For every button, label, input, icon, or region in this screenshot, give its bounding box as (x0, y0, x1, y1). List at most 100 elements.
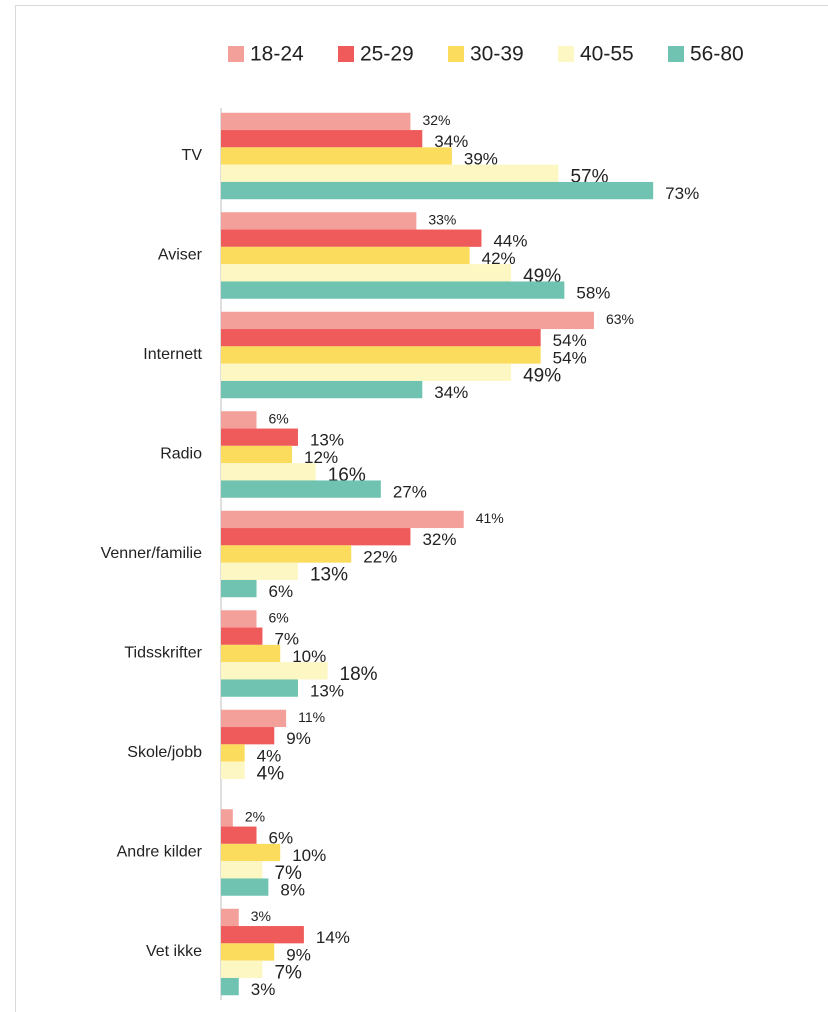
bar (221, 644, 281, 663)
bar (221, 346, 541, 364)
bar (221, 329, 541, 347)
value-label: 6% (269, 610, 289, 626)
value-label: 10% (292, 846, 326, 865)
bar (221, 264, 512, 282)
legend-swatch (228, 46, 244, 62)
legend-swatch (668, 46, 684, 62)
legend-label: 40-55 (580, 43, 634, 66)
value-label: 14% (316, 928, 350, 947)
bar (221, 445, 293, 464)
bar (221, 147, 452, 165)
bar (221, 281, 565, 299)
value-label: 11% (298, 709, 325, 725)
legend-swatch (558, 46, 574, 62)
value-label: 49% (523, 365, 561, 386)
bar (221, 826, 257, 844)
category-label: Tidsskrifter (124, 645, 202, 662)
bar (221, 181, 654, 200)
value-label: 13% (310, 564, 348, 585)
bar (221, 809, 233, 827)
bar (221, 164, 559, 182)
value-label: 18% (340, 664, 378, 685)
bar (221, 480, 381, 498)
value-label: 6% (269, 829, 294, 848)
value-label: 4% (257, 746, 282, 765)
bar (221, 878, 269, 896)
bar (221, 709, 287, 728)
value-label: 6% (269, 411, 289, 427)
value-label: 13% (310, 682, 344, 701)
bar (221, 960, 263, 978)
value-label: 6% (269, 582, 294, 601)
value-label: 44% (493, 232, 527, 251)
value-label: 73% (665, 184, 699, 203)
bar (221, 246, 470, 265)
bar (221, 463, 316, 481)
value-label: 8% (280, 881, 305, 900)
bar (221, 679, 298, 697)
value-label: 33% (428, 212, 456, 228)
bar (221, 528, 411, 546)
value-label: 12% (304, 448, 338, 467)
bar (221, 610, 257, 628)
category-label: Andre kilder (117, 844, 203, 861)
value-label: 39% (464, 149, 498, 168)
bar (221, 926, 304, 944)
category-label: Skole/jobb (127, 744, 202, 761)
value-label: 7% (274, 962, 302, 983)
value-label: 58% (576, 284, 610, 303)
bar (221, 727, 275, 745)
legend-label: 56-80 (690, 43, 744, 66)
value-label: 3% (251, 980, 276, 999)
bar (221, 510, 464, 529)
frame (15, 5, 828, 1012)
value-label: 32% (422, 530, 456, 549)
bar (221, 229, 482, 247)
bar (221, 212, 417, 230)
value-label: 7% (274, 630, 299, 649)
bar (221, 977, 239, 996)
bar (221, 943, 275, 961)
value-label: 4% (257, 763, 285, 784)
value-label: 54% (553, 348, 587, 367)
bar (221, 130, 423, 148)
value-label: 42% (482, 249, 516, 268)
value-label: 9% (286, 945, 311, 964)
category-label: Radio (160, 446, 202, 463)
legend-label: 18-24 (250, 43, 304, 66)
value-label: 63% (606, 311, 634, 327)
value-label: 13% (310, 431, 344, 450)
bar (221, 627, 263, 645)
bar (221, 662, 328, 680)
legend-label: 30-39 (470, 43, 524, 66)
value-label: 2% (245, 809, 265, 825)
category-label: Venner/familie (101, 545, 202, 562)
bar (221, 861, 263, 879)
value-label: 3% (251, 908, 271, 924)
value-label: 10% (292, 647, 326, 666)
bar (221, 311, 594, 330)
bar (221, 363, 512, 381)
bar (221, 908, 239, 927)
category-label: TV (182, 147, 203, 164)
bar (221, 428, 298, 446)
category-label: Aviser (158, 247, 203, 264)
value-label: 41% (476, 510, 504, 526)
value-label: 34% (434, 383, 468, 402)
bar (221, 380, 423, 399)
legend-label: 25-29 (360, 43, 414, 66)
bar (221, 843, 281, 862)
bar (221, 579, 257, 598)
value-label: 7% (274, 863, 302, 884)
value-label: 34% (434, 132, 468, 151)
category-label: Internett (143, 346, 202, 363)
legend-swatch (338, 46, 354, 62)
value-label: 32% (422, 112, 450, 128)
value-label: 9% (286, 729, 311, 748)
legend-swatch (448, 46, 464, 62)
value-label: 22% (363, 547, 397, 566)
bar (221, 744, 245, 762)
bar (221, 761, 245, 779)
value-label: 27% (393, 483, 427, 502)
